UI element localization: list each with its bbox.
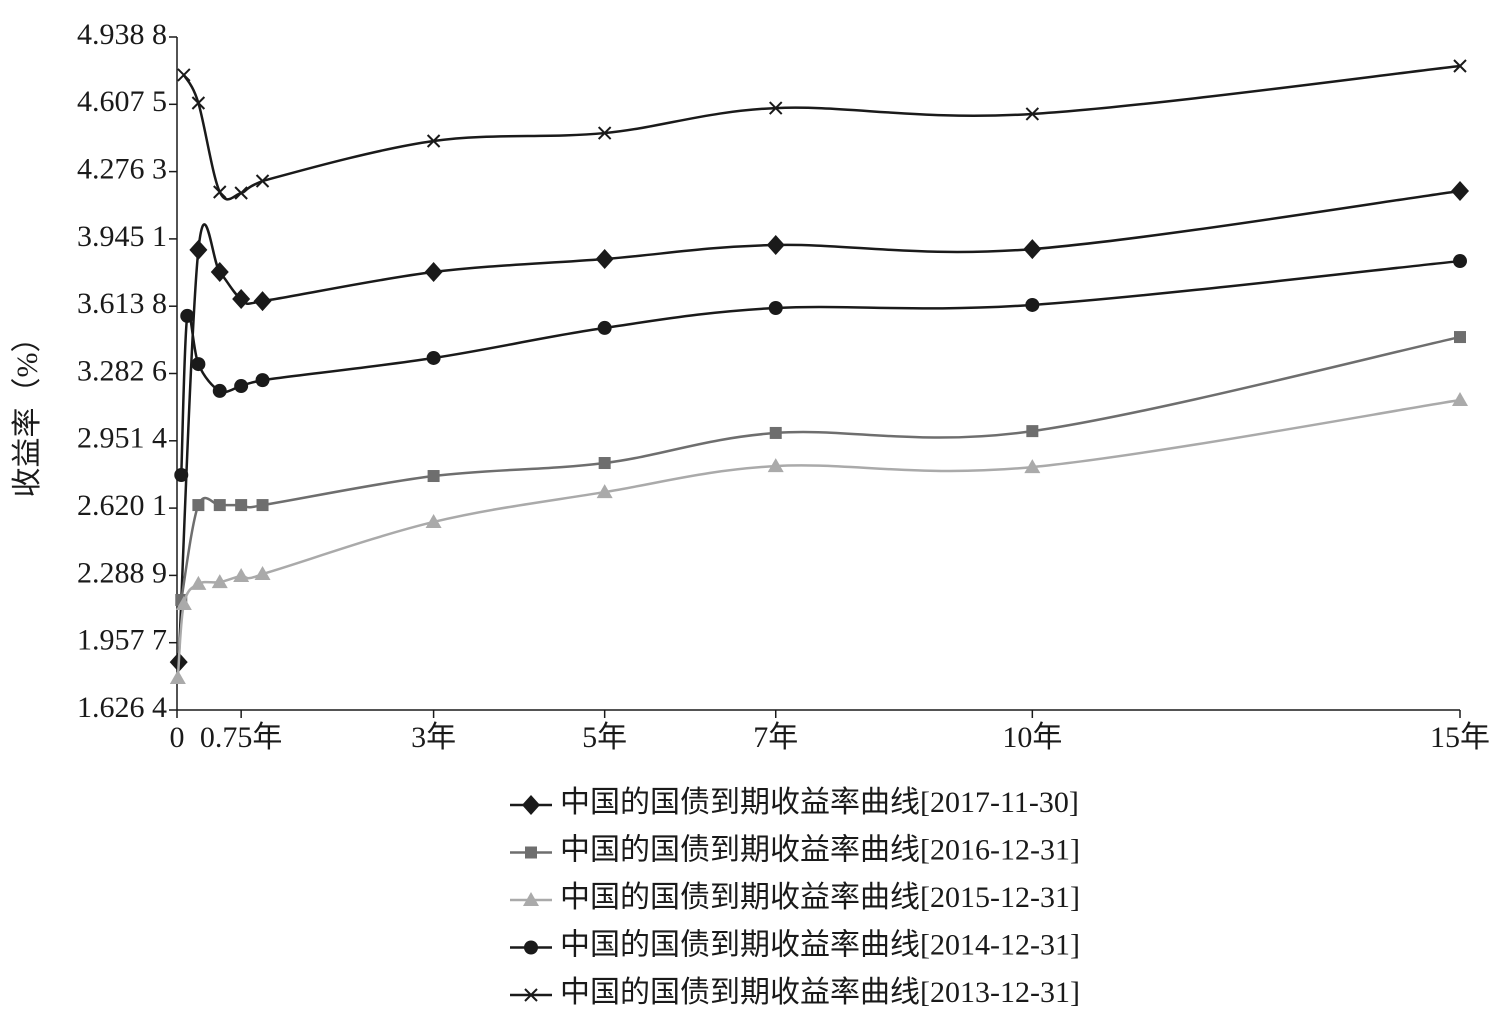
- marker: [1025, 297, 1040, 312]
- marker: [596, 484, 613, 499]
- marker: [524, 940, 538, 955]
- x-tick-label: 5年: [582, 721, 627, 754]
- x-tick-label: 3年: [411, 721, 456, 754]
- x-tick-label: 7年: [753, 721, 798, 754]
- marker: [523, 892, 539, 906]
- marker: [427, 470, 440, 483]
- legend-label: 中国的国债到期收益率曲线[2014-12-31]: [560, 928, 1080, 961]
- marker: [1451, 180, 1469, 201]
- series-line: [180, 259, 1461, 476]
- marker: [598, 457, 611, 470]
- marker: [522, 795, 540, 815]
- y-tick-label: 1.957 7: [77, 624, 167, 657]
- y-tick-label: 3.282 6: [77, 354, 167, 387]
- x-tick-label: 0: [170, 721, 185, 754]
- marker: [255, 174, 270, 188]
- marker: [212, 383, 227, 398]
- marker: [235, 499, 248, 512]
- x-tick-label: 10年: [1002, 721, 1062, 754]
- marker: [768, 300, 783, 315]
- marker: [190, 575, 207, 590]
- marker: [1454, 331, 1466, 344]
- y-tick-label: 2.951 4: [77, 422, 167, 455]
- marker: [192, 499, 205, 512]
- marker: [1025, 107, 1040, 121]
- series-line: [180, 335, 1461, 601]
- marker: [253, 291, 272, 312]
- series-line: [176, 398, 1461, 679]
- marker: [1453, 59, 1467, 73]
- legend-label: 中国的国债到期收益率曲线[2015-12-31]: [560, 881, 1080, 914]
- marker: [191, 357, 206, 372]
- legend-label: 中国的国债到期收益率曲线[2016-12-31]: [560, 833, 1080, 866]
- marker: [210, 262, 229, 283]
- series-line: [182, 64, 1461, 201]
- y-axis-label: 收益率（%）: [11, 323, 44, 498]
- marker: [169, 669, 186, 684]
- marker: [175, 596, 192, 611]
- y-tick-label: 2.288 9: [77, 556, 167, 589]
- marker: [1024, 459, 1041, 474]
- marker: [211, 574, 228, 589]
- marker: [595, 249, 614, 270]
- y-tick-label: 3.945 1: [77, 220, 167, 253]
- marker: [1452, 392, 1468, 407]
- x-tick-label: 15年: [1430, 721, 1490, 754]
- marker: [766, 235, 785, 256]
- y-tick-label: 2.620 1: [77, 489, 167, 522]
- marker: [213, 499, 226, 512]
- y-tick-label: 1.626 4: [77, 691, 167, 724]
- marker: [254, 565, 271, 580]
- y-tick-label: 3.613 8: [77, 287, 167, 320]
- marker: [1023, 239, 1042, 260]
- marker: [767, 458, 784, 473]
- legend-label: 中国的国债到期收益率曲线[2017-11-30]: [560, 786, 1079, 819]
- marker: [232, 289, 251, 310]
- marker: [1453, 254, 1467, 269]
- marker: [424, 262, 443, 283]
- y-tick-label: 4.276 3: [77, 152, 167, 185]
- marker: [525, 846, 537, 859]
- marker: [191, 96, 206, 110]
- legend-label: 中国的国债到期收益率曲线[2013-12-31]: [560, 976, 1080, 1009]
- marker: [597, 126, 612, 140]
- marker: [234, 186, 248, 200]
- marker: [1026, 425, 1039, 438]
- series-line: [177, 189, 1461, 663]
- marker: [234, 379, 249, 394]
- marker: [425, 513, 442, 528]
- marker: [189, 239, 208, 260]
- y-tick-label: 4.938 8: [77, 18, 167, 51]
- marker: [256, 499, 269, 512]
- marker: [426, 350, 441, 365]
- marker: [769, 101, 783, 115]
- marker: [174, 468, 189, 483]
- marker: [255, 373, 270, 388]
- marker: [213, 185, 227, 199]
- marker: [524, 988, 538, 1002]
- y-tick-label: 4.607 5: [77, 85, 167, 118]
- marker: [597, 320, 612, 335]
- marker: [769, 426, 782, 439]
- marker: [177, 68, 191, 82]
- marker: [233, 567, 250, 582]
- marker: [426, 134, 441, 148]
- x-tick-label: 0.75年: [200, 721, 283, 754]
- marker: [180, 308, 195, 323]
